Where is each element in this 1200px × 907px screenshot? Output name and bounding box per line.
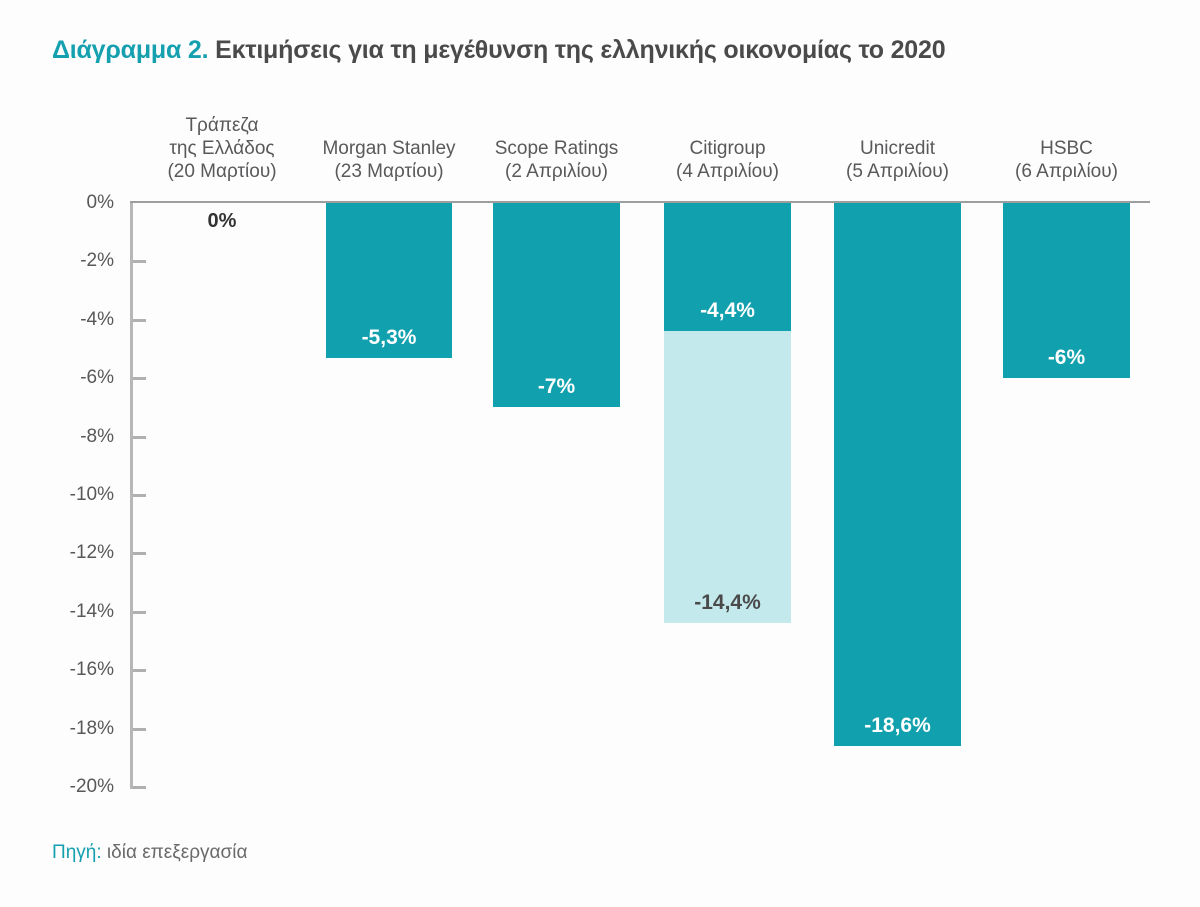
column-header-line: Τράπεζα <box>185 115 259 136</box>
bar-secondary-value-label-4: -14,4% <box>694 591 761 615</box>
y-axis-tick <box>133 494 146 497</box>
column-header-line: Unicredit <box>860 138 935 159</box>
column-header-line: της Ελλάδος <box>169 138 275 159</box>
bar-value-label-2: -5,3% <box>361 325 417 349</box>
column-header-line <box>981 114 1152 137</box>
y-axis-tick-label: 0% <box>86 192 114 213</box>
zero-baseline <box>130 201 1150 203</box>
bar-value-label-5: -18,6% <box>864 714 931 738</box>
y-axis-tick <box>133 786 146 789</box>
page-title-rest: Εκτιμήσεις για τη μεγέθυνση της ελληνική… <box>215 36 946 64</box>
column-header-line: (2 Απριλίου) <box>505 161 608 182</box>
y-axis-tick-label: -14% <box>69 600 114 622</box>
bar-4-secondary: -14,4% <box>664 331 791 624</box>
y-axis-tick-label: -16% <box>69 659 114 681</box>
y-axis-tick <box>133 377 146 381</box>
bar-5: -18,6% <box>834 203 961 747</box>
y-axis-tick-label: -6% <box>80 367 114 389</box>
y-axis-line <box>130 201 133 789</box>
y-axis-tick <box>133 318 146 322</box>
y-axis-tick-label: -8% <box>80 425 114 447</box>
column-header-line: (23 Μαρτίου) <box>334 161 444 182</box>
bar-value-label-1: 0% <box>207 210 237 232</box>
column-header-line: HSBC <box>1040 138 1093 159</box>
column-header-line: Morgan Stanley <box>322 138 456 159</box>
column-header-line: Citigroup <box>689 138 766 159</box>
bar-3: -7% <box>493 203 620 408</box>
source-label: Πηγή: <box>52 842 102 863</box>
bar-2: -5,3% <box>326 203 452 358</box>
bar-4: -4,4% <box>664 203 791 332</box>
column-header-1: Τράπεζα της Ελλάδος (20 Μαρτίου) <box>137 114 307 183</box>
y-axis-tick <box>133 552 146 556</box>
y-axis-tick <box>133 669 146 673</box>
y-axis-tick-label: -12% <box>69 542 114 564</box>
column-header-line <box>471 114 642 137</box>
y-axis-tick <box>133 727 146 731</box>
source-note: Πηγή: ιδία επεξεργασία <box>52 842 247 864</box>
column-header-line: Scope Ratings <box>494 138 619 159</box>
column-header-line: (6 Απριλίου) <box>1015 161 1118 182</box>
bar-value-label-3: -7% <box>537 375 576 399</box>
y-axis-tick <box>133 435 146 439</box>
y-axis-tick-label: -18% <box>69 717 114 739</box>
page-title: Διάγραμμα 2. Εκτιμήσεις για τη μεγέθυνση… <box>52 36 946 65</box>
y-axis-tick-label: -2% <box>80 250 114 272</box>
y-axis-tick <box>133 610 146 614</box>
column-header-line <box>304 114 474 137</box>
bar-6: -6% <box>1003 203 1130 379</box>
bar-value-label-6: -6% <box>1047 346 1086 370</box>
column-header-4: Citigroup (4 Απριλίου) <box>642 114 813 183</box>
y-axis-tick-label: -20% <box>69 776 114 797</box>
column-header-line: (20 Μαρτίου) <box>167 161 277 182</box>
column-header-2: Morgan Stanley (23 Μαρτίου) <box>304 114 474 183</box>
source-text: ιδία επεξεργασία <box>106 842 248 863</box>
column-header-line: (5 Απριλίου) <box>846 161 949 182</box>
bar-value-label-4: -4,4% <box>700 299 755 323</box>
column-header-3: Scope Ratings (2 Απριλίου) <box>471 114 642 183</box>
y-axis-tick <box>133 260 146 264</box>
column-header-line <box>642 114 813 137</box>
page-title-accent: Διάγραμμα 2. <box>52 36 209 64</box>
column-header-5: Unicredit (5 Απριλίου) <box>812 114 983 183</box>
y-axis-tick-label: -10% <box>69 484 114 505</box>
y-axis-tick-label: -4% <box>80 308 114 330</box>
column-header-6: HSBC (6 Απριλίου) <box>981 114 1152 183</box>
column-header-line: (4 Απριλίου) <box>676 161 779 182</box>
column-header-line <box>812 114 983 137</box>
